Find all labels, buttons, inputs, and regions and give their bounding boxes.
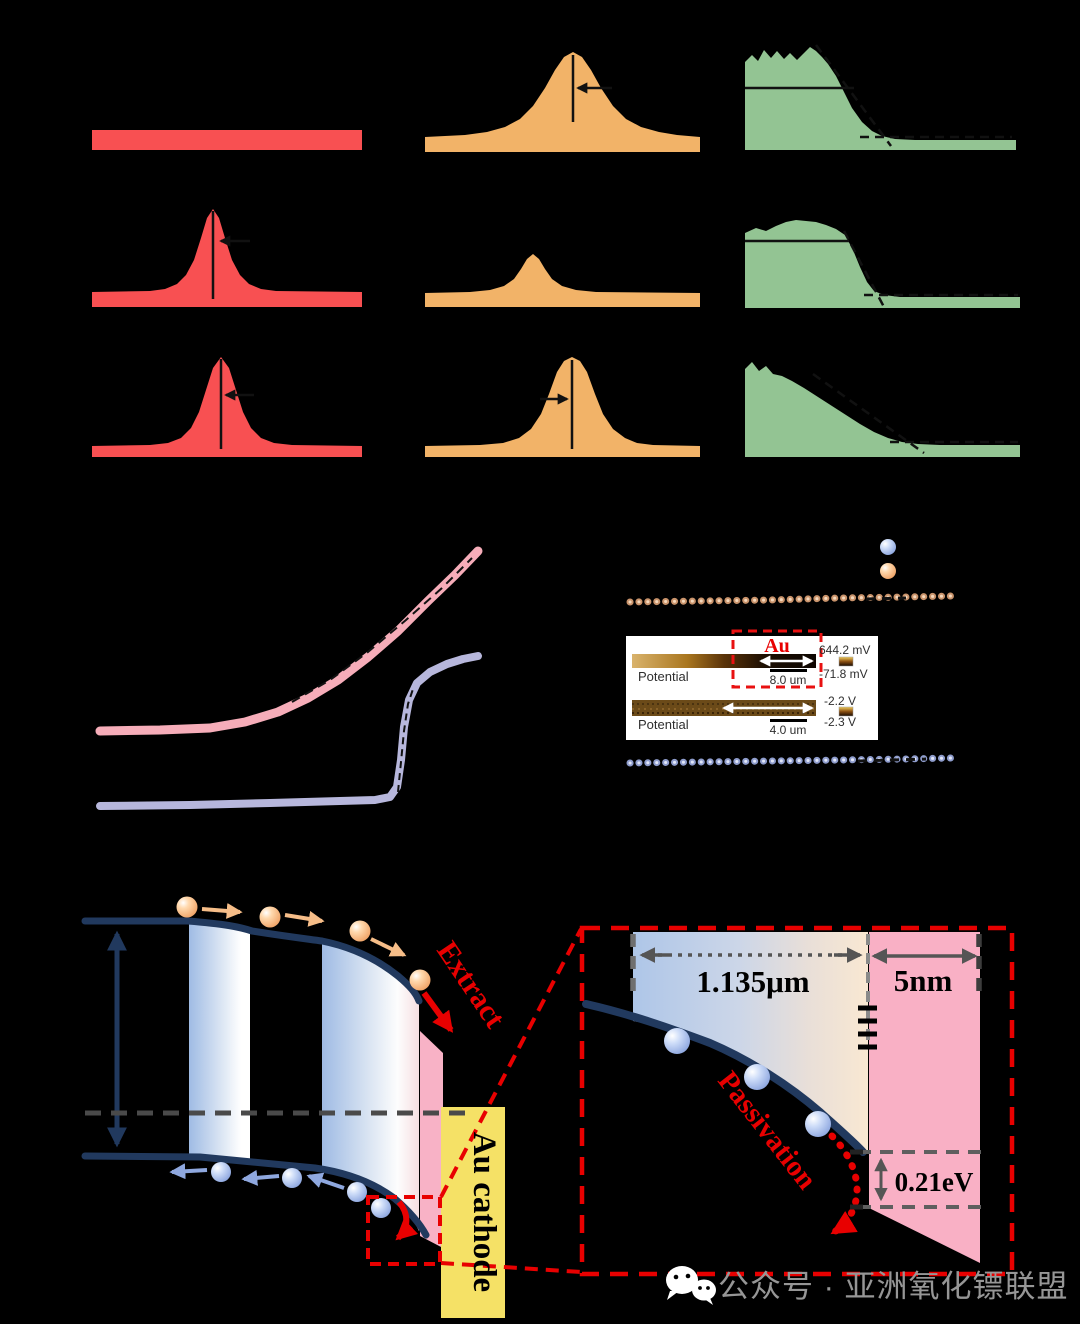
hole-ball	[349, 920, 371, 942]
watermark: 公众号 · 亚洲氧化镖联盟	[666, 1266, 1069, 1305]
offset-label: 0.21eV	[895, 1167, 974, 1197]
pink-curve	[95, 546, 483, 736]
au-label: Au	[764, 635, 790, 657]
blue-fit-dash	[857, 757, 927, 763]
electron-ball	[347, 1182, 367, 1202]
purple-curve	[96, 652, 482, 810]
surface-label: 5nm	[894, 963, 953, 998]
passivation-arrow	[828, 1132, 861, 1236]
map1-scale-label: 8.0 um	[770, 673, 807, 687]
colorbar2-min: -2.3 V	[824, 715, 856, 729]
watermark-text: 公众号 · 亚洲氧化镖联盟	[718, 1269, 1069, 1304]
histogram-red-row3	[92, 357, 362, 457]
kpfm-inset: Au 8.0 um Potential 644.2 mV -71.8 mV Po…	[626, 629, 878, 740]
map1-label: Potential	[638, 669, 689, 684]
zoom-region-box	[366, 1195, 442, 1266]
wechat-icon-eye	[706, 1286, 710, 1290]
histogram-orange-row1	[425, 52, 700, 152]
wechat-icon-eye	[698, 1286, 702, 1290]
decay-fit	[814, 44, 893, 147]
colorbar1-max: 644.2 mV	[819, 643, 870, 657]
electron-ball	[664, 1028, 690, 1054]
legend-orange-ball	[880, 563, 896, 579]
electron-ball	[211, 1162, 231, 1182]
zoom-panel-box	[579, 925, 1015, 1277]
iv-plot	[95, 546, 483, 810]
hole-arrow	[284, 910, 325, 927]
zoom-bulk-region	[633, 932, 868, 1151]
purple-fit-dashed	[397, 685, 415, 793]
hole-ball	[409, 969, 431, 991]
wechat-icon-eye	[685, 1273, 691, 1279]
decay-fit	[812, 372, 925, 455]
legend-blue-ball	[880, 539, 896, 555]
histogram-red-row1	[92, 130, 362, 150]
extract-arrow	[421, 991, 454, 1033]
electron-ball	[371, 1198, 391, 1218]
histogram-red-row2	[92, 209, 362, 307]
zoom-band-edge	[582, 1000, 867, 1156]
wechat-icon	[666, 1266, 698, 1294]
zoom-connector-bottom	[440, 1261, 582, 1274]
histogram-green-row1	[745, 44, 1016, 150]
wechat-icon-small	[692, 1279, 716, 1301]
surface-layer-pink	[420, 1031, 443, 1248]
valence-band-edge	[81, 1152, 430, 1239]
hole-ball	[176, 896, 198, 918]
colorbar1	[838, 656, 854, 667]
wechat-icon-small-tail	[703, 1298, 713, 1305]
wechat-icon-tail	[667, 1291, 679, 1300]
au-cathode-label: Au cathode	[466, 1132, 502, 1292]
orange-dot-line	[626, 592, 957, 606]
quantum-well-2	[322, 941, 419, 1231]
histogram-green-row3	[745, 362, 1020, 457]
quantum-well-1	[189, 921, 250, 1161]
electron-ball	[282, 1168, 302, 1188]
colorbar1-min: -71.8 mV	[819, 667, 868, 681]
electron-arrow	[306, 1172, 345, 1190]
electron-arrow	[169, 1163, 208, 1180]
orange-fit-dash	[865, 596, 907, 601]
map1-scalebar	[770, 669, 807, 672]
map2-scalebar	[770, 719, 807, 722]
au-region-box	[731, 629, 823, 689]
histogram-orange-row2	[425, 254, 700, 307]
electron-arrow	[241, 1169, 280, 1186]
wechat-icon-eye	[673, 1274, 679, 1280]
zoom-connector-top	[439, 928, 583, 1198]
hole-arrow	[370, 937, 407, 957]
scatter-panel	[626, 539, 957, 767]
hole-arrow	[201, 902, 243, 919]
band-zoom-panel: 1.135μm 5nm Passivation 0.21eV	[579, 925, 1015, 1277]
width-label: 1.135μm	[696, 964, 809, 999]
trap-hook-arrow	[395, 1200, 419, 1241]
au-cathode-bar	[441, 1107, 505, 1318]
hole-ball	[259, 906, 281, 928]
electron-ball	[744, 1064, 770, 1090]
zoom-passivation-region	[869, 932, 980, 1263]
colorbar2-max: -2.2 V	[824, 694, 856, 708]
histogram-orange-row3	[425, 357, 700, 457]
colorbar2	[838, 706, 854, 717]
pink-fit-dashed	[291, 557, 473, 703]
histogram-green-row2	[745, 220, 1020, 310]
map2-label: Potential	[638, 717, 689, 732]
conduction-band-edge	[81, 917, 423, 1005]
map2-scale-label: 4.0 um	[770, 723, 807, 737]
electron-ball	[805, 1111, 831, 1137]
band-diagram: Extract Au cathode	[81, 896, 583, 1318]
